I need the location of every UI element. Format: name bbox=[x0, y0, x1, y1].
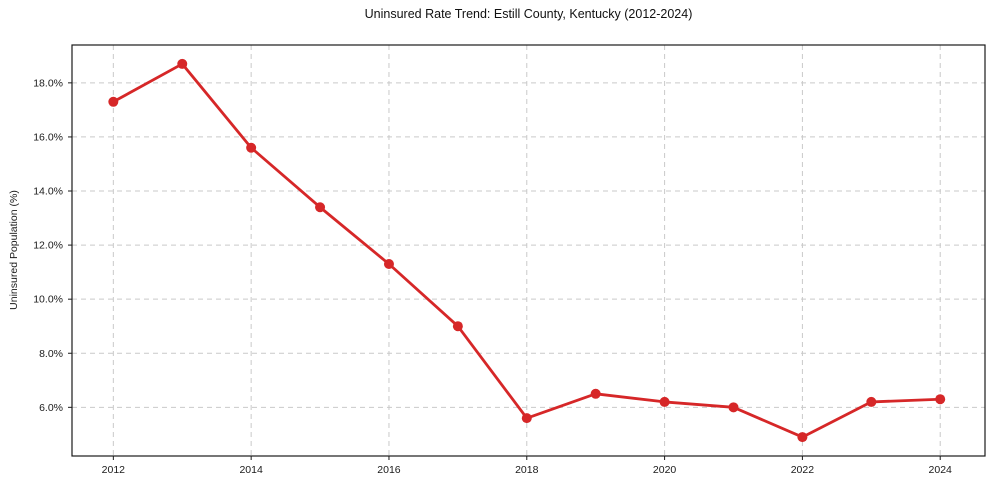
data-point-2012 bbox=[108, 96, 119, 107]
x-tick-label: 2018 bbox=[515, 464, 539, 476]
plot-border bbox=[71, 44, 986, 457]
y-tick-label: 14.0% bbox=[33, 186, 63, 198]
y-tick-label: 8.0% bbox=[39, 348, 63, 360]
plot-background bbox=[72, 45, 985, 456]
data-point-2019 bbox=[590, 388, 601, 399]
data-point-2022 bbox=[797, 432, 808, 443]
x-tick-label: 2014 bbox=[239, 464, 263, 476]
y-tick-label: 12.0% bbox=[33, 240, 63, 252]
data-point-2015 bbox=[315, 202, 326, 213]
data-point-2018 bbox=[521, 413, 532, 424]
data-point-2013 bbox=[177, 58, 188, 69]
x-tick-label: 2012 bbox=[102, 464, 126, 476]
data-point-2021 bbox=[728, 402, 739, 413]
y-axis-label: Uninsured Population (%) bbox=[8, 190, 20, 310]
x-tick-label: 2024 bbox=[929, 464, 953, 476]
data-point-2014 bbox=[246, 142, 257, 153]
data-point-2017 bbox=[452, 321, 463, 332]
x-tick-label: 2016 bbox=[377, 464, 401, 476]
data-point-2016 bbox=[383, 259, 394, 270]
x-tick-label: 2022 bbox=[791, 464, 815, 476]
data-point-2024 bbox=[935, 394, 946, 405]
chart-title: Uninsured Rate Trend: Estill County, Ken… bbox=[364, 7, 693, 21]
y-tick-label: 18.0% bbox=[33, 77, 63, 89]
data-point-2023 bbox=[866, 396, 877, 407]
x-tick-label: 2020 bbox=[653, 464, 677, 476]
y-tick-label: 6.0% bbox=[39, 402, 63, 414]
y-tick-label: 10.0% bbox=[33, 294, 63, 306]
data-point-2020 bbox=[659, 396, 670, 407]
y-tick-label: 16.0% bbox=[33, 131, 63, 143]
